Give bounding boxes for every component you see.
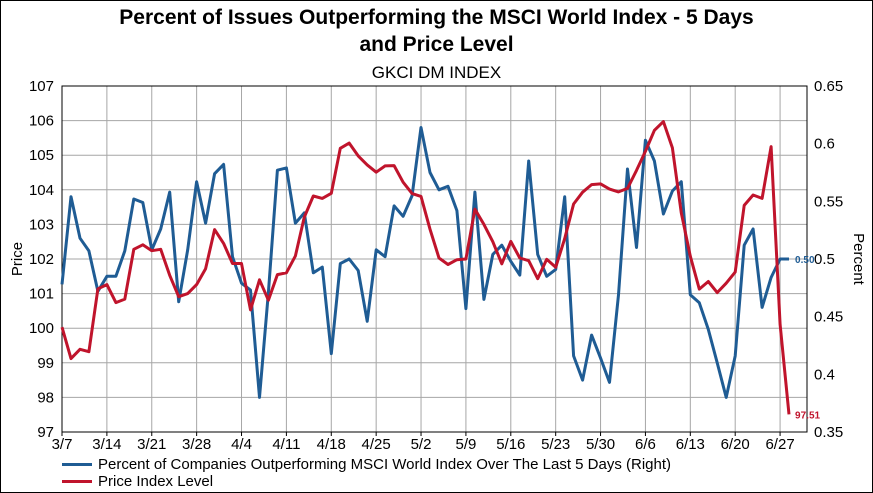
left-tick-label-7: 104 [29, 182, 54, 199]
x-tick-label-5: 4/11 [272, 436, 300, 453]
left-tick-label-4: 101 [29, 286, 54, 303]
chart-title-line-2: and Price Level [359, 33, 514, 56]
left-tick-label-6: 103 [29, 216, 54, 233]
x-tick-label-15: 6/20 [721, 436, 750, 453]
x-tick-label-7: 4/25 [362, 436, 391, 453]
left-tick-label-8: 105 [29, 147, 54, 164]
left-tick-label-1: 98 [37, 389, 54, 406]
left-tick-label-5: 102 [29, 251, 54, 268]
left-axis-title: Price [9, 242, 26, 276]
legend-swatch-blue [62, 463, 92, 466]
x-tick-label-6: 4/18 [317, 436, 346, 453]
chart-subtitle: GKCI DM INDEX [371, 63, 502, 82]
series-line-price [60, 120, 791, 415]
x-tick-label-10: 5/16 [496, 436, 525, 453]
left-tick-label-9: 106 [29, 113, 54, 130]
x-tick-label-4: 4/4 [231, 436, 252, 453]
right-tick-label-0: 0.35 [814, 424, 843, 441]
right-tick-label-6: 0.65 [814, 78, 843, 95]
x-tick-label-11: 5/23 [541, 436, 570, 453]
legend-swatch-red [62, 480, 92, 483]
x-tick-label-14: 6/13 [676, 436, 705, 453]
x-tick-label-13: 6/6 [635, 436, 656, 453]
right-axis-ticks: 0.35 0.4 0.45 0.5 0.55 0.6 0.65 [814, 78, 843, 441]
x-tick-label-16: 6/27 [765, 436, 794, 453]
right-tick-label-5: 0.6 [814, 136, 835, 153]
right-tick-label-2: 0.45 [814, 309, 843, 326]
legend: Percent of Companies Outperforming MSCI … [62, 456, 671, 490]
x-axis-ticks: 3/7 3/14 3/21 3/28 4/4 4/11 4/18 4/25 5/2 5/9 5/16… [52, 432, 795, 453]
plot-area-border [61, 85, 808, 433]
legend-label-percent: Percent of Companies Outperforming MSCI … [98, 456, 672, 473]
x-tick-label-8: 5/2 [411, 436, 432, 453]
left-tick-label-10: 107 [29, 78, 54, 95]
left-tick-label-0: 97 [37, 424, 54, 441]
right-tick-label-3: 0.5 [814, 251, 835, 268]
legend-item-price: Price Index Level [62, 473, 671, 490]
x-tick-label-9: 5/9 [455, 436, 476, 453]
right-axis-title: Percent [850, 233, 867, 286]
legend-item-percent: Percent of Companies Outperforming MSCI … [62, 456, 671, 473]
left-tick-label-3: 100 [29, 320, 54, 337]
x-tick-label-12: 5/30 [586, 436, 615, 453]
series-end-label-percent: 0.50 [795, 255, 815, 266]
chart-title: Percent of Issues Outperforming the MSCI… [0, 4, 873, 58]
left-tick-label-2: 99 [37, 355, 54, 372]
x-tick-label-3: 3/28 [182, 436, 211, 453]
x-tick-label-0: 3/7 [52, 436, 73, 453]
x-tick-label-2: 3/21 [137, 436, 166, 453]
right-tick-label-4: 0.55 [814, 193, 843, 210]
chart-title-line-1: Percent of Issues Outperforming the MSCI… [119, 6, 754, 29]
series-line-percent [60, 126, 789, 399]
series-layer: 0.50 97.51 [60, 120, 821, 421]
legend-label-price: Price Index Level [98, 473, 214, 490]
right-tick-label-1: 0.4 [814, 366, 835, 383]
x-tick-label-1: 3/14 [92, 436, 121, 453]
series-end-label-price: 97.51 [795, 410, 820, 421]
left-axis-ticks: 97 98 99 100 101 102 103 104 105 106 107 [29, 78, 54, 441]
